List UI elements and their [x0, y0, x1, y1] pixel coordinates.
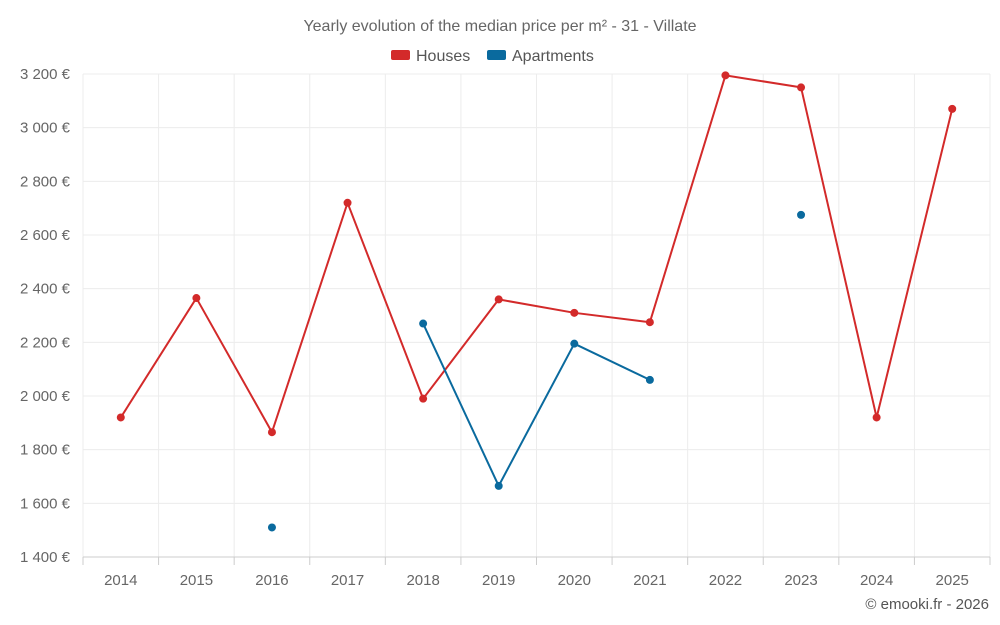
- legend-label: Houses: [416, 48, 470, 65]
- series-line: [119, 74, 954, 434]
- data-point: [721, 71, 730, 80]
- y-tick-label: 3 200 €: [20, 66, 71, 83]
- y-tick-label: 2 600 €: [20, 227, 71, 244]
- credit-text: © emooki.fr - 2026: [865, 596, 989, 613]
- series-houses: [116, 71, 957, 437]
- y-axis: 1 400 € 1 600 € 1 800 € 2 000 € 2 200 € 2 400…: [20, 66, 71, 566]
- data-point: [494, 295, 503, 304]
- x-tick-label: 2025: [936, 572, 969, 589]
- data-point: [343, 198, 352, 207]
- y-tick-label: 1 600 €: [20, 495, 71, 512]
- data-point: [116, 413, 125, 422]
- data-point: [267, 523, 276, 532]
- y-tick-label: 2 000 €: [20, 388, 71, 405]
- legend-label: Apartments: [512, 48, 594, 65]
- x-tick-label: 2024: [860, 572, 893, 589]
- x-axis: 2014 2015 2016 2017 2018 2019 2020 2021 2022 2023…: [82, 556, 991, 589]
- data-point: [872, 413, 881, 422]
- data-point: [192, 294, 201, 303]
- y-tick-label: 2 400 €: [20, 281, 71, 298]
- series-apartments: [267, 210, 806, 532]
- x-tick-label: 2023: [784, 572, 817, 589]
- y-tick-label: 3 000 €: [20, 120, 71, 137]
- data-point: [419, 319, 428, 328]
- x-tick-label: 2022: [709, 572, 742, 589]
- y-tick-label: 2 200 €: [20, 334, 71, 351]
- legend-item-houses: Houses: [391, 48, 470, 65]
- legend-swatch: [487, 50, 506, 60]
- x-tick-label: 2015: [180, 572, 213, 589]
- chart-title: Yearly evolution of the median price per…: [303, 18, 696, 35]
- legend: Houses Apartments: [391, 48, 594, 65]
- series-group: [116, 71, 957, 532]
- x-tick-label: 2018: [406, 572, 439, 589]
- x-tick-label: 2016: [255, 572, 288, 589]
- x-tick-label: 2019: [482, 572, 515, 589]
- data-point: [494, 481, 503, 490]
- series-line: [422, 323, 651, 487]
- data-point: [645, 318, 654, 327]
- y-tick-label: 1 800 €: [20, 442, 71, 459]
- x-tick-label: 2020: [558, 572, 591, 589]
- data-point: [267, 428, 276, 437]
- data-point: [797, 210, 806, 219]
- x-tick-label: 2017: [331, 572, 364, 589]
- data-point: [797, 83, 806, 92]
- legend-swatch: [391, 50, 410, 60]
- y-tick-label: 2 800 €: [20, 173, 71, 190]
- data-point: [419, 394, 428, 403]
- legend-item-apartments: Apartments: [487, 48, 594, 65]
- data-point: [645, 375, 654, 384]
- x-tick-label: 2014: [104, 572, 137, 589]
- data-point: [570, 339, 579, 348]
- data-point: [948, 104, 957, 113]
- data-point: [570, 308, 579, 317]
- x-tick-label: 2021: [633, 572, 666, 589]
- y-tick-label: 1 400 €: [20, 549, 71, 566]
